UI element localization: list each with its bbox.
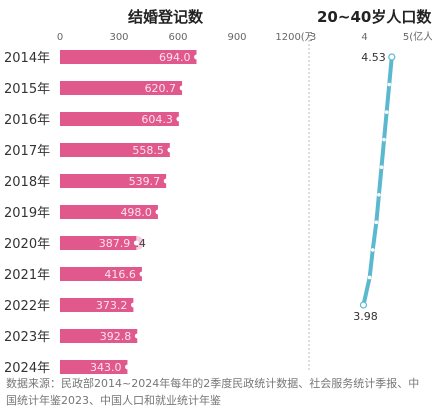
x-tick-label: 0 [57,32,63,43]
bar-end-marker [167,147,173,153]
year-label: 2024年 [4,361,50,376]
marriage-bar-chart: 03006009001200(万对)2014年612.7694.02015年60… [4,30,312,376]
bar-current-year-label: 558.5 [132,144,164,157]
bar-end-marker [155,209,161,215]
population-point [370,248,375,252]
population-point [388,53,396,61]
year-label: 2020年 [4,237,50,252]
population-point [379,165,384,170]
bar-end-marker [163,178,169,184]
population-point [359,301,368,309]
bar-current-year [60,50,197,64]
population-point [367,275,372,280]
bar-current-year-label: 392.8 [100,330,132,343]
bar-current-year [60,329,138,343]
population-point [374,220,379,225]
bar-current-year [60,267,142,281]
population-point [377,192,381,197]
bar-current-year-label: 416.6 [104,268,136,281]
year-label: 2015年 [4,82,50,97]
year-label: 2017年 [4,144,50,159]
year-label: 2016年 [4,113,50,128]
population-line [361,55,394,307]
bar-current-year-label: 387.9 [99,237,131,250]
year-label: 2023年 [4,330,50,345]
year-label: 2021年 [4,268,50,283]
x-tick-label: 900 [227,32,246,43]
population-start-label: 4.53 [361,51,386,64]
bar-current-year-label: 694.0 [159,51,191,64]
x-tick-label: 600 [168,32,187,43]
x-tick-label: 1200(万对) [275,30,312,43]
year-label: 2014年 [4,51,50,66]
bar-current-year-label: 620.7 [145,82,177,95]
population-point [384,110,389,114]
bar-current-year [60,298,134,312]
bar-end-marker [194,54,199,60]
x-tick-label: 5(亿人) [403,30,432,43]
data-source-note: 数据来源：民政部2014~2024年每年的2季度民政统计数据、社会服务统计季报、… [6,377,420,407]
population-line-chart: 3 4 5(亿人) 4.53 3.98 [308,30,432,370]
x-tick-label: 4 [361,32,367,43]
bar-end-marker [125,364,130,370]
bar-current-year [60,143,170,157]
bar-end-marker [133,240,139,246]
x-tick-label: 3 [310,32,316,43]
x-tick-label: 300 [109,32,128,43]
population-chart-title: 20~40岁人口数 [317,8,432,26]
bar-current-year-label: 343.0 [90,361,122,374]
population-point [382,137,386,142]
population-end-label: 3.98 [353,310,378,323]
bar-current-year [60,174,167,188]
bar-end-marker [176,116,182,122]
bar-current-year [60,81,183,95]
bar-current-year [60,360,128,374]
bar-current-year-label: 604.3 [141,113,173,126]
bar-current-year [60,205,158,219]
bar-current-year [60,236,137,250]
bar-end-marker [134,333,140,339]
bar-current-year [60,112,179,126]
marriage-chart-title: 结婚登记数 [128,8,204,26]
bar-current-year-label: 373.2 [96,299,128,312]
bar-current-year-label: 498.0 [120,206,152,219]
year-label: 2022年 [4,299,50,314]
bar-end-marker [179,85,185,91]
bar-end-marker [130,302,136,308]
year-label: 2018年 [4,175,50,190]
bar-current-year-label: 539.7 [129,175,161,188]
year-label: 2019年 [4,206,50,221]
population-point [387,82,392,87]
bar-end-marker [139,271,145,277]
